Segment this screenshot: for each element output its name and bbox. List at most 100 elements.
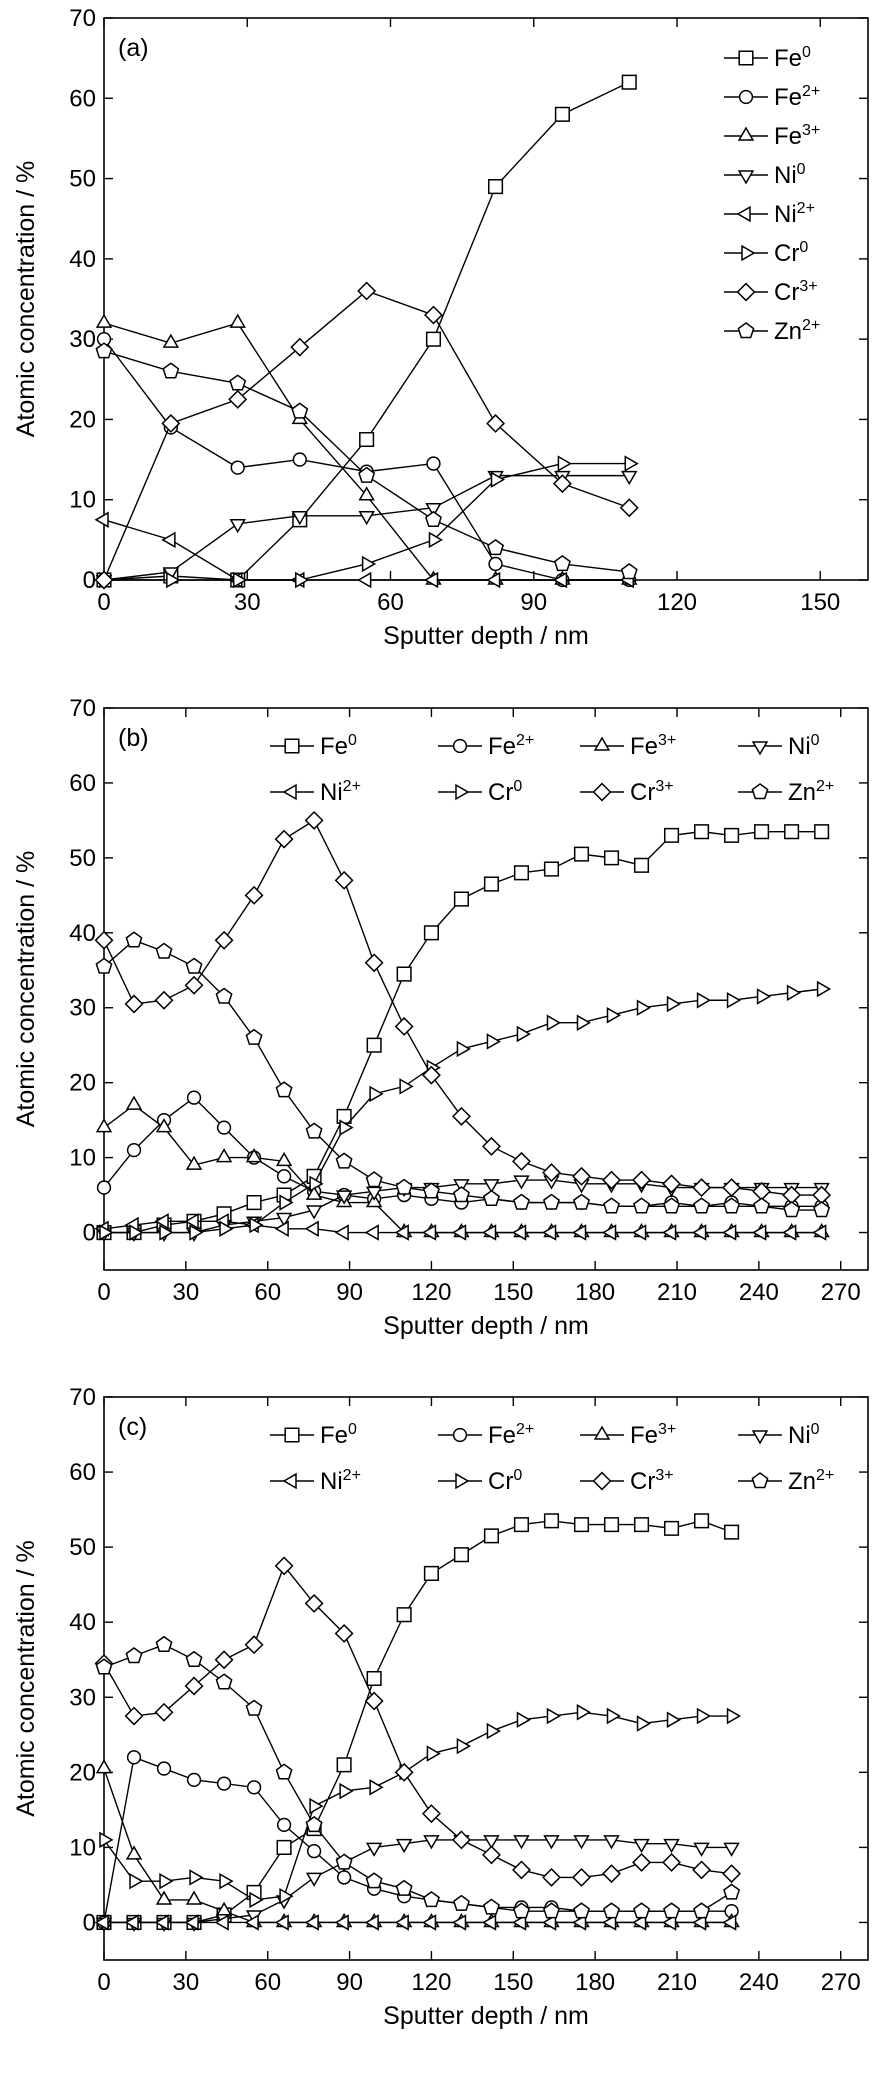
data-point [155,1890,173,1905]
data-point [245,1699,263,1716]
data-point [305,1872,323,1887]
legend-label: Zn2+ [788,778,834,806]
data-point [573,1193,590,1210]
series-cr-3plus [94,810,832,1205]
data-point [185,1890,203,1905]
data-point [129,1872,144,1890]
data-point [361,555,377,573]
data-point [230,460,245,475]
data-point [425,502,442,518]
chart-panel-2: 0 10 20 30 40 50 60 70 0 30 60 90 120 150 180 210 240 270… [12,695,869,1340]
series-line [103,819,822,1196]
data-point [335,1853,353,1870]
series-cr-0 [99,455,639,589]
data-point [726,1707,742,1725]
y-tick-label: 10 [69,1834,96,1861]
data-point [576,1704,591,1721]
data-point [451,1830,471,1850]
data-point [636,999,652,1016]
data-point [214,1650,234,1670]
data-point [155,942,173,959]
data-point [154,990,174,1010]
data-point [692,1178,712,1198]
legend-label: Cr3+ [774,278,818,306]
legend-label: Fe3+ [630,1421,676,1449]
data-point [633,857,650,873]
x-tick-label: 120 [411,1279,451,1306]
data-point [722,1864,742,1884]
data-point [364,1224,379,1241]
plot-frame [103,1396,869,1961]
legend-marker [284,1427,300,1443]
data-point [129,1224,144,1241]
legend-entry: Cr3+ [580,778,674,806]
data-point [154,1914,169,1931]
legend-marker [593,736,611,751]
data-point [396,966,412,982]
data-point [571,1224,587,1241]
data-point [513,1175,530,1190]
data-point [245,1028,263,1045]
data-point [602,1914,617,1931]
y-tick-label: 20 [69,1070,96,1097]
legend-marker [737,170,755,185]
y-tick-label: 40 [69,920,96,947]
data-point [424,510,442,528]
x-tick-label: 30 [173,1969,200,1996]
x-tick-label: 240 [739,1279,779,1306]
data-point [274,1556,294,1576]
x-tick-label: 210 [657,1279,697,1306]
data-point [603,1197,621,1214]
legend-label: Ni0 [774,161,806,189]
x-tick-label: 60 [377,589,404,616]
data-point [621,470,638,486]
data-point [366,1037,382,1053]
data-point [357,281,377,301]
data-point [624,455,639,472]
y-tick-label: 0 [83,1220,96,1247]
data-point [279,1887,294,1905]
data-point [395,1178,413,1195]
data-point [95,957,113,974]
legend-label: Fe0 [320,732,357,760]
data-point [557,455,572,472]
data-point [335,1190,353,1205]
data-point [483,876,500,892]
data-point [452,1894,470,1911]
data-point [305,1122,323,1139]
data-point [249,1216,264,1234]
data-point [632,1914,647,1931]
data-point [339,1119,354,1136]
data-point [546,1014,561,1031]
data-point [602,1224,617,1241]
data-point [632,1224,647,1241]
series-line [103,1711,732,1901]
data-point [483,1835,500,1850]
data-point [452,1186,470,1203]
data-point [394,1017,414,1036]
data-point [487,538,505,556]
data-point [552,571,568,589]
x-tick-label: 150 [493,1279,533,1306]
data-point [95,1658,113,1675]
data-point [364,1914,379,1931]
x-tick-label: 150 [800,589,840,616]
y-tick-label: 50 [69,1534,96,1561]
series-line [103,322,630,581]
x-tick-label: 60 [254,1279,281,1306]
x-tick-label: 90 [336,1279,363,1306]
data-point [99,1224,114,1241]
data-point [185,1650,203,1667]
data-point [451,1224,467,1241]
data-point [126,1142,142,1158]
chart-panel-3: 0 10 20 30 40 50 60 70 0 30 60 90 120 150 180 210 240 270… [12,1384,869,2030]
x-tick-label: 30 [173,1279,200,1306]
data-point [541,1224,557,1241]
y-tick-label: 40 [69,246,96,273]
panel-label: (a) [118,34,149,62]
data-point [722,1224,737,1241]
legend-entry: Fe2+ [724,83,820,111]
data-point [276,1169,292,1184]
data-point [602,1864,621,1884]
data-point [339,1782,354,1800]
